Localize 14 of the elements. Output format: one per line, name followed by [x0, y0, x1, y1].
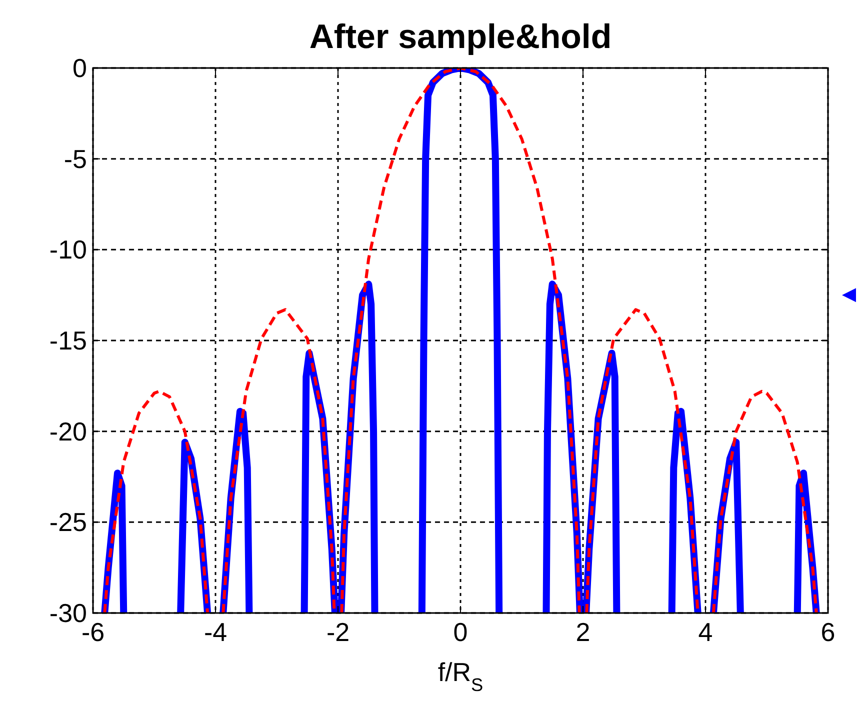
x-tick-label: -2 [326, 617, 350, 647]
y-tick-label: -20 [49, 416, 87, 446]
x-axis-title: f/R$_{S}$ [438, 657, 484, 695]
y-tick-label: -25 [49, 507, 87, 538]
y-tick-label: -10 [49, 234, 87, 265]
x-tick-label: 0 [453, 617, 468, 647]
y-tick-label: -15 [49, 326, 87, 356]
x-tick-label: 4 [698, 617, 713, 647]
y-tick-label: -5 [64, 144, 87, 174]
x-tick-label: -4 [204, 617, 228, 647]
y-tick-label: 0 [72, 53, 87, 83]
x-tick-label: 2 [576, 617, 590, 647]
chart-title: After sample&hold [309, 18, 612, 56]
x-tick-label: 6 [820, 617, 836, 647]
